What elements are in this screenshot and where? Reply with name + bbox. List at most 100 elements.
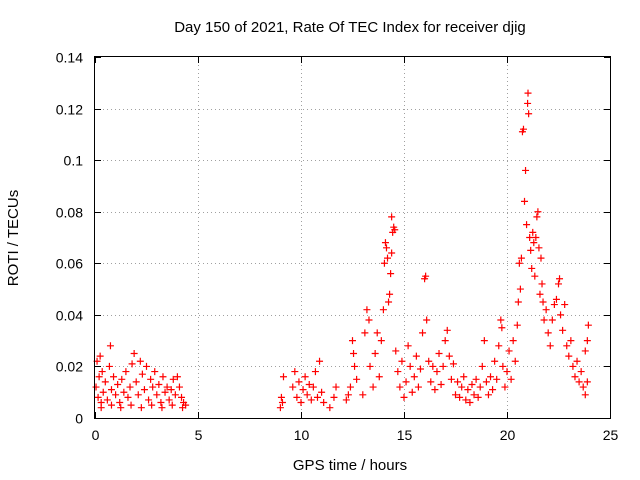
data-point <box>464 386 472 394</box>
data-point <box>565 352 573 360</box>
data-point <box>307 396 315 404</box>
data-point <box>484 391 492 399</box>
data-point <box>392 347 400 355</box>
data-point <box>491 357 499 365</box>
data-point <box>350 350 358 358</box>
data-point <box>583 337 591 345</box>
y-tick-label: 0.02 <box>56 359 83 375</box>
data-point <box>157 399 165 407</box>
data-point <box>531 272 539 280</box>
data-point <box>353 375 361 383</box>
data-point <box>556 275 564 283</box>
data-point <box>456 393 464 401</box>
data-point <box>503 368 511 376</box>
data-point <box>482 378 490 386</box>
data-point <box>439 362 447 370</box>
y-tick-label: 0 <box>75 411 83 427</box>
data-point <box>369 383 377 391</box>
data-point <box>143 362 150 370</box>
data-point <box>555 280 562 288</box>
data-point <box>326 404 334 412</box>
data-point <box>507 375 515 383</box>
data-point <box>101 378 109 386</box>
data-point <box>103 396 111 404</box>
data-point <box>391 226 399 234</box>
data-point <box>472 375 480 383</box>
data-point <box>509 337 517 345</box>
data-point <box>573 357 581 365</box>
data-point <box>536 290 544 298</box>
data-point <box>276 404 284 412</box>
data-point <box>487 373 495 381</box>
data-point <box>501 383 509 391</box>
data-point <box>134 391 142 399</box>
data-point <box>147 375 155 383</box>
data-point <box>470 391 478 399</box>
data-point <box>318 388 326 396</box>
data-point <box>97 404 105 412</box>
data-point <box>431 386 439 394</box>
data-point <box>137 404 145 412</box>
data-point <box>535 244 543 252</box>
data-point <box>445 352 453 360</box>
data-point <box>332 383 340 391</box>
data-point <box>388 249 396 257</box>
data-point <box>94 393 102 401</box>
data-point <box>480 337 488 345</box>
data-point <box>96 352 104 360</box>
data-point <box>435 350 443 358</box>
data-point <box>544 329 552 337</box>
data-point <box>330 393 338 401</box>
data-point <box>557 311 565 319</box>
data-point <box>447 375 455 383</box>
data-point <box>527 246 535 254</box>
data-point <box>165 396 173 404</box>
data-point <box>524 99 532 107</box>
data-point <box>386 290 394 298</box>
data-point <box>124 393 132 401</box>
data-point <box>107 386 115 394</box>
data-point <box>291 368 299 376</box>
data-point <box>406 362 414 370</box>
data-point <box>159 373 167 381</box>
data-point <box>116 399 124 407</box>
data-point <box>443 326 451 334</box>
data-point <box>127 401 135 409</box>
data-point <box>173 373 181 381</box>
data-point <box>179 404 187 412</box>
data-point <box>163 383 171 391</box>
x-axis-label: GPS time / hours <box>293 457 407 474</box>
data-point <box>569 362 577 370</box>
data-point <box>538 280 546 288</box>
data-point <box>408 388 416 396</box>
data-point <box>122 368 130 376</box>
data-point <box>441 337 449 345</box>
data-point <box>381 239 389 247</box>
data-point <box>167 386 175 394</box>
data-point <box>92 383 100 391</box>
x-tick-label: 0 <box>92 427 100 443</box>
data-point <box>497 316 505 324</box>
data-point <box>513 321 521 329</box>
data-point <box>493 375 501 383</box>
data-point <box>514 298 522 306</box>
x-tick-label: 15 <box>397 427 413 443</box>
grid <box>95 57 610 418</box>
data-point <box>468 380 476 388</box>
data-point <box>579 383 587 391</box>
data-point <box>540 316 548 324</box>
data-point <box>359 391 367 399</box>
data-point <box>120 388 128 396</box>
data-point <box>563 342 571 350</box>
data-point <box>394 368 402 376</box>
data-point <box>366 362 374 370</box>
data-point <box>316 357 324 365</box>
data-point <box>382 244 390 252</box>
data-point <box>425 357 433 365</box>
data-point <box>559 326 567 334</box>
data-point <box>95 373 103 381</box>
data-point <box>534 208 542 216</box>
y-axis-label: ROTI / TECUs <box>5 190 22 286</box>
plot-frame <box>94 56 611 419</box>
data-point <box>311 368 319 376</box>
